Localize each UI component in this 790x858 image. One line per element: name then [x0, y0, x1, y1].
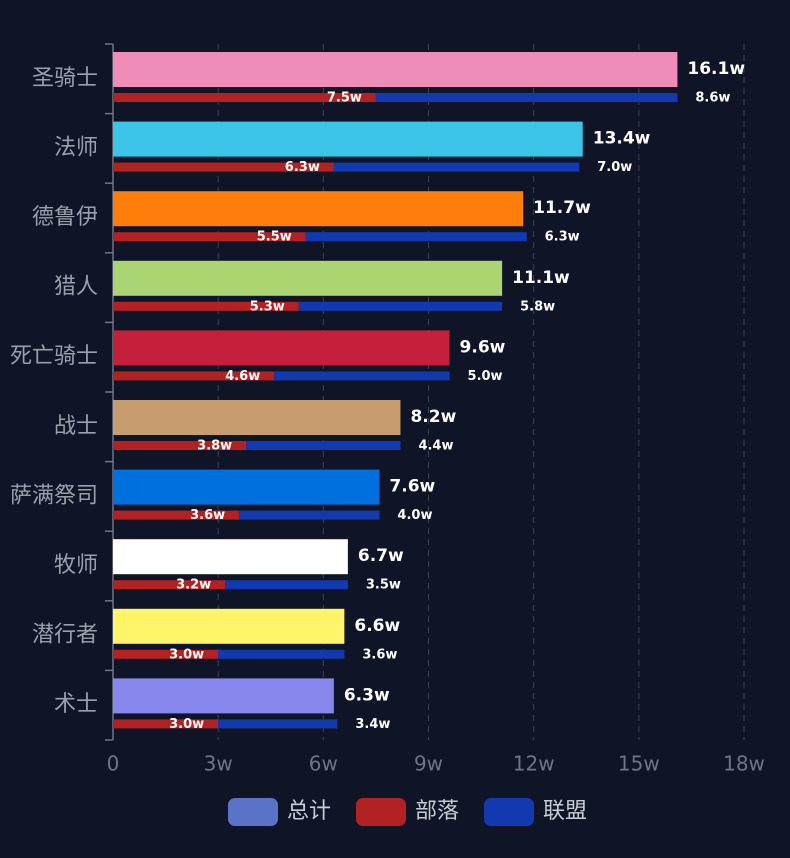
x-tick-label: 3w: [204, 752, 233, 776]
alliance-label: 8.6w: [695, 91, 730, 106]
y-tick-label: 潜行者: [32, 623, 98, 648]
horde-bar: [113, 719, 219, 729]
x-tick-label: 9w: [414, 752, 443, 776]
horde-bar: [113, 162, 334, 172]
total-bar: [113, 260, 503, 296]
alliance-label: 5.8w: [520, 299, 555, 314]
alliance-label: 4.0w: [397, 508, 432, 523]
total-label: 16.1w: [687, 59, 745, 79]
y-tick-label: 术士: [54, 692, 98, 717]
legend-swatch[interactable]: [484, 798, 534, 826]
alliance-bar: [246, 441, 401, 450]
total-label: 11.1w: [512, 268, 570, 288]
total-bar: [113, 469, 380, 505]
alliance-label: 4.4w: [418, 439, 453, 454]
y-tick-label: 法师: [54, 135, 98, 160]
total-bar: [113, 608, 345, 644]
total-bar: [113, 539, 348, 575]
alliance-bar: [333, 162, 580, 172]
alliance-label: 3.6w: [362, 647, 397, 662]
horde-bar: [113, 649, 219, 659]
x-tick-label: 6w: [309, 752, 338, 776]
total-bar: [113, 330, 450, 366]
total-label: 13.4w: [593, 129, 651, 149]
y-tick-label: 萨满祭司: [10, 483, 98, 508]
total-label: 8.2w: [410, 407, 456, 427]
alliance-bar: [218, 649, 345, 659]
alliance-label: 7.0w: [597, 160, 632, 175]
total-label: 11.7w: [533, 198, 591, 218]
total-bar: [113, 191, 524, 227]
y-tick-label: 圣骑士: [32, 66, 98, 91]
alliance-label: 3.5w: [366, 578, 401, 593]
horde-label: 4.6w: [225, 369, 260, 384]
total-bar: [113, 52, 678, 87]
total-bar: [113, 400, 401, 435]
horde-label: 3.0w: [169, 647, 204, 662]
horde-label: 6.3w: [285, 160, 320, 175]
horde-bar: [113, 93, 376, 102]
horde-bar: [113, 371, 275, 381]
alliance-label: 6.3w: [545, 230, 580, 245]
alliance-label: 5.0w: [468, 369, 503, 384]
alliance-bar: [305, 232, 527, 242]
alliance-bar: [239, 510, 380, 520]
y-tick-label: 猎人: [54, 275, 98, 300]
horde-label: 3.6w: [190, 508, 225, 523]
alliance-bar: [218, 719, 338, 729]
x-tick-label: 0: [107, 752, 120, 776]
x-tick-label: 15w: [618, 752, 660, 776]
horde-label: 5.3w: [250, 299, 285, 314]
total-label: 6.3w: [344, 685, 390, 705]
alliance-bar: [225, 580, 348, 590]
y-tick-label: 战士: [54, 414, 98, 439]
total-bar: [113, 678, 334, 714]
total-label: 6.6w: [354, 616, 400, 636]
horde-bar: [113, 510, 240, 520]
alliance-label: 3.4w: [355, 717, 390, 732]
y-tick-label: 牧师: [54, 553, 98, 578]
horde-label: 3.2w: [176, 578, 211, 593]
legend-swatch[interactable]: [228, 798, 278, 826]
horde-bar: [113, 301, 299, 311]
horde-bar: [113, 232, 306, 242]
alliance-bar: [298, 301, 503, 311]
total-bar: [113, 121, 583, 157]
horde-bar: [113, 441, 247, 450]
legend-label[interactable]: 总计: [287, 799, 331, 824]
horde-bar: [113, 580, 226, 590]
legend-label[interactable]: 联盟: [543, 799, 587, 824]
horde-label: 3.0w: [169, 717, 204, 732]
total-label: 9.6w: [460, 337, 506, 357]
horde-label: 5.5w: [257, 230, 292, 245]
alliance-bar: [274, 371, 450, 381]
y-tick-label: 死亡骑士: [10, 344, 98, 369]
total-label: 7.6w: [389, 477, 435, 497]
legend-swatch[interactable]: [356, 798, 406, 826]
legend-label[interactable]: 部落: [415, 799, 459, 824]
horde-label: 3.8w: [197, 439, 232, 454]
x-tick-label: 18w: [723, 752, 765, 776]
y-tick-label: 德鲁伊: [32, 205, 98, 230]
horde-label: 7.5w: [327, 91, 362, 106]
alliance-bar: [375, 93, 678, 102]
x-tick-label: 12w: [513, 752, 555, 776]
total-label: 6.7w: [358, 546, 404, 566]
